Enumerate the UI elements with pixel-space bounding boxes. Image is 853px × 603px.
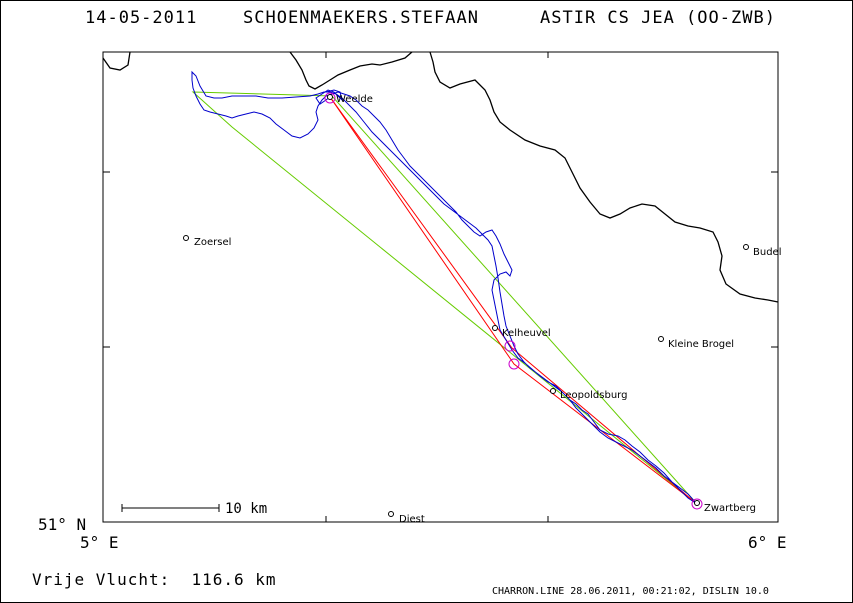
distance-summary: Vrije Vlucht: 116.6 km: [32, 570, 277, 589]
place-weelde: Weelde: [327, 94, 373, 105]
distance-value: 116.6 km: [191, 570, 277, 589]
place-label: Kelheuvel: [502, 328, 551, 339]
turnpoint-circle: [504, 340, 516, 352]
turnpoint-markers: [324, 92, 703, 510]
place-kleine-brogel: Kleine Brogel: [658, 336, 734, 350]
places: Weelde Zoersel Budel Kelheuvel Kleine Br…: [183, 94, 781, 525]
glider-name: ASTIR CS JEA (OO-ZWB): [540, 8, 776, 28]
place-zoersel: Zoersel: [183, 235, 231, 248]
distance-label: Vrije Vlucht:: [32, 570, 171, 589]
country-border: [102, 51, 779, 303]
place-label: Kleine Brogel: [668, 339, 734, 350]
place-diest: Diest: [388, 511, 425, 525]
scale-label: 10 km: [225, 501, 267, 517]
latitude-label: 51° N: [38, 515, 86, 534]
longitude-right-label: 6° E: [748, 533, 787, 552]
place-budel: Budel: [743, 244, 781, 258]
place-label: Leopoldsburg: [560, 390, 627, 401]
place-leopoldsburg: Leopoldsburg: [550, 388, 627, 401]
place-label: Zoersel: [194, 237, 231, 248]
turnpoint-circle: [508, 358, 520, 370]
place-label: Budel: [753, 247, 781, 258]
flight-date: 14-05-2011: [85, 8, 198, 28]
flight-track: [191, 70, 698, 505]
turnpoint-circle: [324, 92, 336, 104]
place-label: Weelde: [336, 94, 373, 105]
software-credit: CHARRON.LINE 28.06.2011, 00:21:02, DISLI…: [492, 586, 769, 597]
place-label: Diest: [399, 514, 425, 525]
turnpoint-circle: [691, 498, 703, 510]
pilot-name: SCHOENMAEKERS.STEFAAN: [243, 8, 479, 28]
flight-track-start: [315, 89, 343, 105]
longitude-left-label: 5° E: [80, 533, 119, 552]
plot-area: [102, 51, 779, 523]
scale-bar: 10 km: [121, 501, 267, 517]
place-label: Zwartberg: [704, 503, 756, 514]
axis-ticks: [103, 52, 778, 522]
place-zwartberg: Zwartberg: [694, 500, 756, 514]
place-kelheuvel: Kelheuvel: [492, 325, 551, 339]
fai-triangle: [191, 91, 698, 505]
